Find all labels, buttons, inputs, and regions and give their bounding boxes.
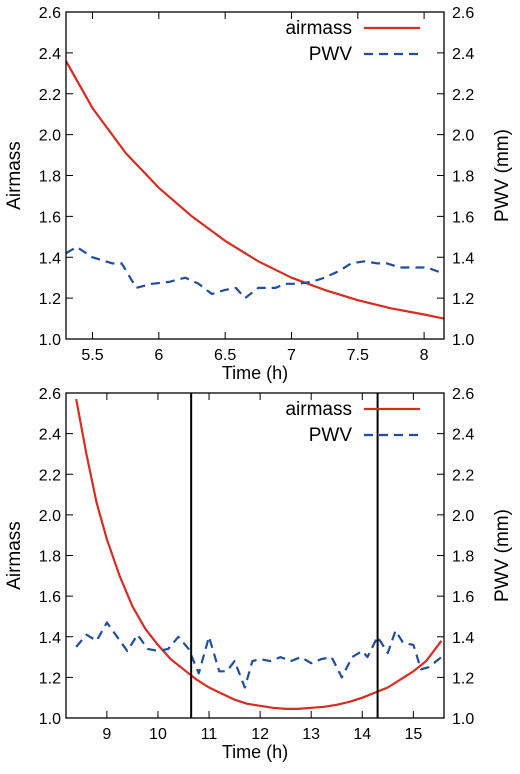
- y2-tick-label: 1.6: [452, 209, 474, 226]
- y2-tick-label: 1.4: [452, 630, 474, 647]
- legend-label: PWV: [309, 425, 353, 446]
- y2-axis-label: PWV (mm): [492, 129, 513, 222]
- plot-area: [66, 60, 444, 320]
- y-tick-label: 2.2: [39, 87, 61, 104]
- y-tick-label: 2.6: [39, 5, 61, 22]
- y2-tick-label: 2.0: [452, 508, 474, 525]
- y-axis-label: Airmass: [4, 521, 25, 590]
- y-tick-label: 1.0: [39, 332, 61, 349]
- x-tick-label: 14: [353, 726, 371, 743]
- y-tick-label: 1.2: [39, 670, 61, 687]
- x-axis-label: Time (h): [222, 363, 288, 383]
- y2-tick-label: 1.0: [452, 332, 474, 349]
- chart-panel-2: 1.0 1.2 1.4 1.6 1.8 2.0 2.2 2.4 2.6 1.0 1.2 1.4 1.6 1…: [4, 386, 513, 762]
- y2-tick-label: 1.2: [452, 670, 474, 687]
- x-tick-label: 8: [420, 347, 429, 364]
- x-tick-label: 12: [251, 726, 269, 743]
- series-airmass-line: [75, 398, 443, 710]
- x-tick-label: 9: [102, 726, 111, 743]
- x-axis-label: Time (h): [222, 742, 288, 762]
- y2-tick-label: 1.2: [452, 291, 474, 308]
- legend-label: airmass: [285, 18, 352, 39]
- y-tick-label: 1.8: [39, 169, 61, 186]
- y-tick-label: 2.0: [39, 508, 61, 525]
- y2-tick-label: 1.8: [452, 169, 474, 186]
- series-pwv-line: [75, 621, 443, 689]
- y2-tick-label: 2.2: [452, 87, 474, 104]
- y-tick-label: 1.2: [39, 291, 61, 308]
- y2-tick-label: 2.4: [452, 427, 474, 444]
- chart-panel-1: 1.0 1.2 1.4 1.6 1.8 2.0 2.2 2.4 2.6 1.0 1.2 1.4 1.6 1…: [4, 5, 513, 383]
- legend: airmass PWV: [285, 18, 420, 65]
- y-tick-label: 1.6: [39, 209, 61, 226]
- x-tick-label: 5.5: [81, 347, 103, 364]
- x-tick-label: 7: [287, 347, 296, 364]
- y-tick-label: 1.4: [39, 250, 61, 267]
- y-axis-label: Airmass: [4, 141, 25, 210]
- y2-tick-label: 1.4: [452, 250, 474, 267]
- x-tick-label: 6: [154, 347, 163, 364]
- y2-tick-label: 2.0: [452, 128, 474, 145]
- y-tick-label: 2.4: [39, 46, 61, 63]
- x-tick-label: 13: [302, 726, 320, 743]
- plot-frame: [65, 392, 445, 719]
- series-pwv-line: [66, 245, 444, 300]
- y-tick-label: 2.4: [39, 427, 61, 444]
- y-tick-label: 1.4: [39, 630, 61, 647]
- y-tick-label: 2.2: [39, 467, 61, 484]
- y2-tick-label: 1.0: [452, 711, 474, 728]
- y2-tick-label: 2.4: [452, 46, 474, 63]
- y2-tick-label: 2.2: [452, 467, 474, 484]
- x-tick-label: 11: [201, 726, 218, 743]
- y-tick-label: 1.0: [39, 711, 61, 728]
- legend-label: PWV: [309, 44, 353, 65]
- x-tick-label: 7.5: [347, 347, 369, 364]
- plot-area: [75, 398, 443, 710]
- y-tick-label: 1.6: [39, 589, 61, 606]
- y-tick-label: 1.8: [39, 549, 61, 566]
- y2-tick-label: 2.6: [452, 5, 474, 22]
- legend: airmass PWV: [285, 399, 420, 446]
- y2-axis-label: PWV (mm): [492, 509, 513, 602]
- x-tick-label: 15: [404, 726, 422, 743]
- series-airmass-line: [66, 60, 444, 320]
- plot-frame: [65, 11, 445, 340]
- x-tick-label: 6.5: [214, 347, 236, 364]
- legend-label: airmass: [285, 399, 352, 420]
- y-tick-label: 2.0: [39, 128, 61, 145]
- y2-tick-label: 1.8: [452, 549, 474, 566]
- y2-tick-label: 1.6: [452, 589, 474, 606]
- y-tick-label: 2.6: [39, 386, 61, 403]
- y2-tick-label: 2.6: [452, 386, 474, 403]
- x-tick-label: 10: [149, 726, 167, 743]
